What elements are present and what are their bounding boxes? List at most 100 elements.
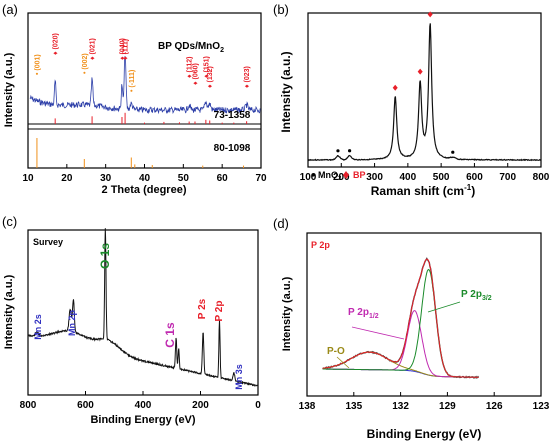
bp-peak-label: ♦ (021) (90, 38, 97, 60)
annotation-p2s: P 2s (197, 298, 208, 319)
panel-c-label: (c) (2, 214, 17, 229)
panel-a-ylabel: Intensity (a.u.) (3, 52, 15, 127)
mno2-raman-marker (336, 149, 340, 153)
xps-envelope-line (322, 258, 479, 378)
panel-b-x-tick-label: 700 (499, 172, 516, 183)
bp-peak-label: ♦ (111) (123, 39, 130, 60)
panel-d: (d) 138 135 132 129 126 123 P 2p P-O P 2p1/2 … (273, 216, 550, 441)
panel-c-x-tick-label: 600 (77, 400, 94, 411)
panel-a-x-tick-label: 40 (139, 173, 151, 184)
panel-d-x-tick-label: 129 (439, 401, 456, 412)
panel-b-x-tick-label: 400 (400, 172, 417, 183)
panel-c-ylabel: Intensity (a.u.) (3, 274, 15, 349)
panel-d-x-tick-label: 138 (299, 401, 316, 412)
xrd-peak-labels: ♦ (020) ♦ (021) ♦ (040)♦ (111) ♦ (112)♦ (06… (34, 33, 251, 92)
annotation-p2p-3-2: P 2p3/2 (461, 289, 492, 302)
panel-a-x-tick-label: 10 (22, 173, 34, 184)
panel-d-x-tick-label: 132 (392, 401, 409, 412)
survey-spectrum-line (27, 228, 259, 387)
mno2-peak-label: • (-111) (129, 70, 136, 92)
panel-b-frame (307, 12, 542, 168)
reference-label-mno2: 80-1098 (214, 143, 251, 154)
bp-peak-label: ♦ (040) (119, 38, 126, 60)
legend-bp-text: BP (353, 170, 366, 180)
panel-a-x-tick-label: 60 (217, 173, 229, 184)
panel-d-x-tick-label: 126 (486, 401, 503, 412)
panel-d-label: (d) (273, 216, 289, 231)
panel-b-x-tick-label: 600 (466, 172, 483, 183)
panel-a-xticks: 10 20 30 40 50 60 70 (22, 164, 267, 184)
xrd-pattern-line (29, 56, 261, 115)
legend-mno2-text: MnO2 (318, 170, 342, 182)
panel-c-x-tick-label: 0 (255, 400, 261, 411)
panel-b-x-tick-label: 300 (366, 172, 383, 183)
bp-reference-sticks (54, 112, 248, 124)
raman-spectrum-line (307, 23, 542, 162)
bp-raman-marker (427, 11, 433, 18)
panel-d-xticks: 138 135 132 129 126 123 (299, 392, 550, 412)
panel-d-frame (306, 232, 542, 397)
panel-d-x-tick-label: 123 (533, 401, 550, 412)
panel-c-x-tick-label: 800 (20, 400, 37, 411)
raman-peak-markers (336, 11, 455, 154)
xps-component-p2p-1-2 (322, 310, 479, 378)
mno2-raman-marker (348, 149, 352, 153)
bp-peak-label: ♦ (151) (203, 56, 210, 78)
mno2-peak-label: • (002) (82, 53, 89, 74)
bp-peak-label: ♦ (132) (207, 66, 214, 88)
panel-b-ylabel: Intensity (a.u.) (279, 51, 293, 132)
annotation-mn2s: Mn 2s (33, 314, 43, 340)
bp-peak-label: ♦ (112) (187, 57, 194, 78)
panel-b-label: (b) (273, 2, 289, 17)
bp-peak-label: ♦ (020) (53, 33, 60, 55)
panel-a-x-tick-label: 50 (178, 173, 190, 184)
panel-b-x-tick-label: 500 (433, 172, 450, 183)
panel-a: (a) 10 20 30 40 50 60 70 ♦ (020) ♦ (021) ♦ (040)… (2, 2, 267, 196)
panel-c-x-tick-label: 400 (135, 400, 152, 411)
pointer-p-o (336, 356, 350, 369)
panel-a-x-tick-label: 30 (100, 173, 112, 184)
panel-a-x-tick-label: 20 (61, 173, 73, 184)
bp-peak-label: ♦ (023) (244, 66, 251, 88)
panel-b: (b) 100 200 300 400 500 600 700 800 MnO2 BP Ram… (273, 2, 550, 198)
annotation-c1s: C 1s (163, 322, 177, 348)
mno2-raman-marker (451, 150, 455, 154)
panel-c-title: Survey (33, 237, 63, 247)
panel-b-xticks: 100 200 300 400 500 600 700 800 (300, 163, 550, 183)
annotation-p-o: P-O (327, 346, 345, 357)
panel-a-x-tick-label: 70 (255, 173, 267, 184)
panel-c-xlabel: Binding Energy (eV) (90, 414, 195, 426)
panel-d-ylabel: Intensity (a.u.) (281, 276, 293, 351)
bp-raman-marker (417, 68, 423, 75)
panel-c: (c) 800 600 400 200 0 Survey O 1s C 1s P 2s … (2, 214, 261, 426)
annotation-p2p-1-2: P 2p1/2 (348, 307, 379, 320)
annotation-mn3s: Mn 3s (234, 364, 244, 390)
panel-b-xlabel: Raman shift (cm-1) (371, 183, 475, 198)
mno2-peak-label: • (001) (34, 54, 41, 75)
annotation-o1s: O 1s (98, 243, 112, 269)
panel-c-xticks: 800 600 400 200 0 (20, 391, 261, 411)
panel-b-x-tick-label: 200 (333, 172, 350, 183)
legend-bp-diamond (343, 171, 349, 179)
annotation-p2p: P 2p (214, 301, 225, 322)
reference-label-bp: 73-1358 (214, 110, 251, 121)
panel-d-xlabel: Binding Energy (eV) (367, 427, 482, 441)
annotation-mn2p: Mn 2p (67, 309, 77, 336)
bp-peak-label: ♦ (060) (192, 63, 199, 85)
mno2-reference-sticks (36, 138, 245, 168)
raman-legend: MnO2 BP (311, 170, 366, 182)
panel-a-title: BP QDs/MnO2 (158, 41, 224, 54)
panel-b-x-tick-label: 100 (300, 172, 317, 183)
panel-a-xlabel: 2 Theta (degree) (102, 184, 187, 196)
pointer-p2p-3-2 (427, 301, 461, 313)
panel-d-title: P 2p (311, 240, 330, 250)
legend-mno2-dot (311, 173, 315, 177)
bp-raman-marker (392, 84, 398, 91)
panel-c-x-tick-label: 200 (192, 400, 209, 411)
panel-b-x-tick-label: 800 (533, 172, 550, 183)
panel-a-label: (a) (2, 2, 18, 17)
panel-d-x-tick-label: 135 (345, 401, 362, 412)
pointer-p2p-1-2 (351, 326, 405, 340)
xps-raw-data-line (322, 257, 480, 379)
